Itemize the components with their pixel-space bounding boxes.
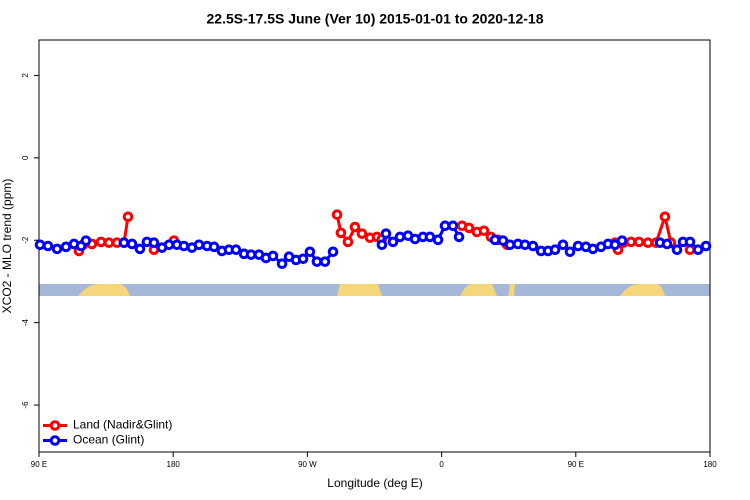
data-point xyxy=(319,256,331,267)
data-point xyxy=(424,231,436,243)
x-tick-label: 90 E xyxy=(31,460,47,469)
data-point xyxy=(148,237,160,249)
data-point xyxy=(311,256,323,267)
data-point xyxy=(394,231,406,243)
data-point xyxy=(616,235,628,246)
data-point xyxy=(327,246,339,258)
data-point xyxy=(230,244,242,256)
data-point xyxy=(659,211,671,223)
x-tick-label: 90 E xyxy=(568,460,584,469)
y-tick-label: -4 xyxy=(21,319,30,327)
data-point xyxy=(95,236,107,248)
x-axis-label: Longitude (deg E) xyxy=(327,476,422,490)
y-tick-label: 0 xyxy=(21,155,30,160)
data-point xyxy=(51,243,63,255)
data-point xyxy=(661,238,673,250)
data-point xyxy=(118,237,130,249)
data-point xyxy=(549,244,561,256)
data-point xyxy=(356,228,368,239)
data-point xyxy=(276,258,288,270)
data-point xyxy=(642,237,654,249)
y-tick-label: 2 xyxy=(21,73,30,78)
data-point xyxy=(557,239,569,251)
data-point xyxy=(42,240,54,252)
data-point xyxy=(504,239,516,251)
data-point xyxy=(331,209,343,220)
x-tick-label: 180 xyxy=(167,460,181,469)
data-point xyxy=(208,241,220,253)
data-point xyxy=(489,234,501,246)
data-point xyxy=(587,243,599,255)
x-tick-label: 90 W xyxy=(298,460,317,469)
data-point xyxy=(60,241,72,253)
data-point xyxy=(349,221,361,233)
surface-strip xyxy=(39,284,710,296)
y-tick-label: -6 xyxy=(21,401,30,409)
data-point xyxy=(527,240,539,252)
data-point xyxy=(463,222,475,234)
data-point xyxy=(692,244,704,256)
data-point xyxy=(387,236,399,248)
data-point xyxy=(478,225,490,237)
data-point xyxy=(34,239,46,251)
data-point xyxy=(335,227,347,239)
data-point xyxy=(297,253,309,265)
data-point xyxy=(432,234,444,246)
data-point xyxy=(80,235,92,246)
data-point xyxy=(193,239,205,251)
data-point xyxy=(700,240,712,252)
data-point xyxy=(572,240,584,252)
x-tick-label: 180 xyxy=(703,460,717,469)
legend-marker xyxy=(49,435,61,446)
data-point xyxy=(126,238,138,250)
data-point xyxy=(625,236,637,248)
y-axis-label: XCO2 - MLO trend (ppm) xyxy=(0,179,14,314)
y-tick-label: -2 xyxy=(21,236,30,244)
legend: Land (Nadir&Glint)Ocean (Glint) xyxy=(43,418,172,447)
data-point xyxy=(564,246,576,258)
data-point xyxy=(519,239,531,251)
data-point xyxy=(134,243,146,255)
data-point xyxy=(684,236,696,248)
data-point xyxy=(178,240,190,252)
data-point xyxy=(633,236,645,248)
x-tick-label: 0 xyxy=(439,460,444,469)
data-point xyxy=(122,211,134,223)
data-point xyxy=(671,244,683,256)
data-point xyxy=(103,237,115,249)
legend-marker xyxy=(49,420,61,431)
data-point xyxy=(267,250,279,262)
data-point xyxy=(453,231,465,243)
legend-label: Land (Nadir&Glint) xyxy=(73,418,172,432)
chart-title: 22.5S-17.5S June (Ver 10) 2015-01-01 to … xyxy=(207,11,544,27)
data-point xyxy=(380,228,392,239)
data-point xyxy=(304,246,316,258)
data-point xyxy=(342,236,354,248)
data-point xyxy=(376,239,388,251)
legend-label: Ocean (Glint) xyxy=(73,433,144,447)
data-point xyxy=(447,220,459,232)
